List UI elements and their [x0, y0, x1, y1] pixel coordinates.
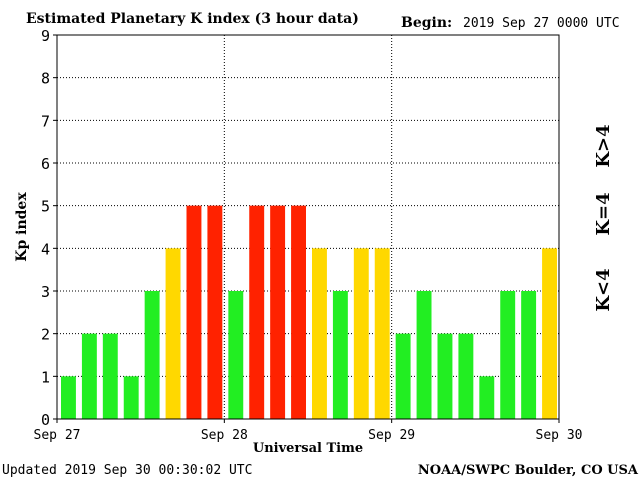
y-tick-label: 2 — [41, 326, 50, 344]
kp-bar — [312, 248, 327, 419]
x-tick-labels: Sep 27 Sep 28 Sep 29 Sep 30 — [34, 419, 583, 443]
kp-bar — [186, 205, 202, 419]
kp-bar — [123, 376, 139, 419]
plot-frame — [56, 34, 560, 420]
kp-bar — [521, 291, 537, 419]
kp-bar — [291, 205, 306, 419]
y-tick-label: 3 — [41, 283, 50, 301]
kp-bar — [332, 291, 348, 419]
x-tick-label: Sep 29 — [368, 428, 415, 443]
legend-low: K<4 — [593, 268, 614, 311]
y-tick-label: 9 — [41, 27, 50, 45]
y-axis-label: Kp index — [14, 192, 30, 262]
bars — [61, 205, 557, 419]
updated-timestamp: Updated 2019 Sep 30 00:30:02 UTC — [2, 463, 252, 478]
kp-bar — [395, 333, 411, 419]
y-tick-label: 1 — [41, 368, 50, 386]
kp-bar — [102, 333, 118, 419]
y-tick-label: 6 — [41, 155, 50, 173]
kp-bar — [416, 291, 432, 419]
kp-bar — [249, 205, 265, 419]
chart-title: Estimated Planetary K index (3 hour data… — [26, 11, 359, 27]
x-tick-label: Sep 30 — [536, 428, 583, 443]
kp-bar — [165, 248, 181, 419]
kp-bar — [458, 333, 474, 419]
x-tick-label: Sep 28 — [201, 428, 248, 443]
y-tick-label: 4 — [41, 240, 50, 258]
grid-lines — [57, 35, 559, 419]
kp-bar — [61, 376, 76, 419]
begin-value: 2019 Sep 27 0000 UTC — [463, 16, 620, 31]
kp-bar — [228, 291, 244, 419]
y-tick-label: 5 — [41, 198, 50, 216]
kp-bar — [207, 205, 223, 419]
kp-bar — [542, 248, 557, 419]
kp-bar — [353, 248, 369, 419]
kp-bar — [479, 376, 495, 419]
kp-bar — [437, 333, 453, 419]
source-credit: NOAA/SWPC Boulder, CO USA — [418, 463, 639, 478]
y-tick-label: 7 — [41, 112, 50, 130]
kp-bar — [270, 205, 286, 419]
y-tick-labels: 0 1 2 3 4 5 6 7 8 9 — [41, 27, 57, 429]
kp-bar — [500, 291, 516, 419]
y-tick-label: 0 — [41, 411, 50, 429]
legend-mid: K=4 — [593, 192, 614, 235]
y-tick-label: 8 — [41, 70, 50, 88]
legend-high: K>4 — [593, 124, 614, 167]
x-tick-label: Sep 27 — [34, 428, 81, 443]
kp-bar — [374, 248, 390, 419]
x-axis-label: Universal Time — [253, 441, 363, 456]
kp-bar — [144, 291, 160, 419]
begin-label: Begin: — [401, 15, 452, 31]
kp-bar — [81, 333, 97, 419]
